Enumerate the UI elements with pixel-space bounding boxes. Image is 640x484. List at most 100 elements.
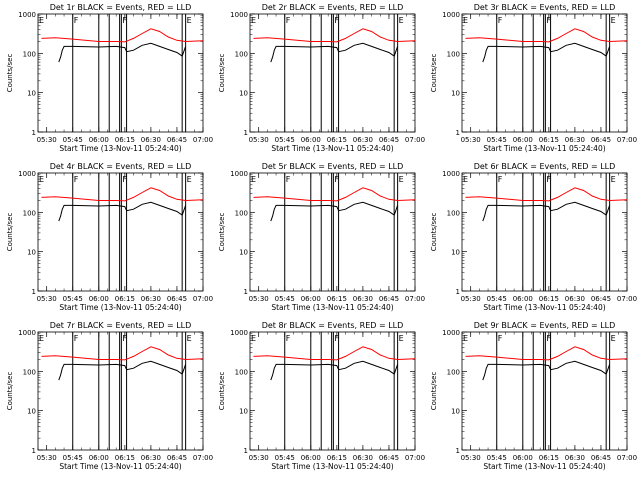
x-axis-label: Start Time (13-Nov-11 05:24:40): [59, 144, 181, 153]
flag-f-label: F: [498, 334, 503, 343]
x-tick-label: 05:45: [275, 454, 295, 462]
flag-f-label: F: [546, 175, 551, 184]
x-tick-label: 06:00: [301, 136, 321, 144]
series-line-events: [482, 42, 611, 63]
x-axis-label: Start Time (13-Nov-11 05:24:40): [271, 303, 393, 312]
x-tick-label: 06:00: [89, 136, 109, 144]
x-tick-label: 06:30: [565, 295, 585, 303]
y-tick-label: 1000: [230, 11, 248, 19]
y-tick-label: 10: [27, 90, 36, 98]
series-line-events: [270, 201, 399, 222]
x-tick-label: 05:30: [37, 454, 57, 462]
x-tick-label: 07:00: [193, 295, 213, 303]
series-line-lld: [253, 346, 416, 361]
y-axis-label: Counts/sec: [430, 372, 438, 411]
y-tick-label: 1: [32, 447, 36, 455]
flag-e-label: E: [187, 16, 192, 25]
series-line-lld: [41, 346, 204, 361]
x-tick-label: 06:15: [327, 454, 347, 462]
y-tick-label: 100: [23, 50, 36, 58]
y-tick-label: 1: [244, 129, 248, 137]
y-tick-label: 1000: [230, 329, 248, 337]
x-tick-label: 06:30: [141, 454, 161, 462]
flag-e-label-start: E: [39, 334, 44, 343]
y-axis-label: Counts/sec: [218, 372, 226, 411]
plot-frame: [249, 331, 416, 451]
panel-3: Det 3r BLACK = Events, RED = LLD 1 10 100 10…: [430, 3, 637, 153]
flag-e-label: E: [611, 175, 616, 184]
series-line-lld: [41, 187, 204, 202]
y-tick-label: 100: [23, 209, 36, 217]
x-tick-label: 05:45: [487, 295, 507, 303]
flag-f-label: F: [286, 16, 291, 25]
x-tick-label: 06:30: [141, 295, 161, 303]
plot-frame: [37, 331, 204, 451]
x-tick-label: 05:30: [461, 136, 481, 144]
y-tick-label: 1: [456, 129, 460, 137]
y-tick-label: 1000: [442, 170, 460, 178]
x-tick-label: 07:00: [405, 136, 425, 144]
y-axis-label: Counts/sec: [6, 213, 14, 252]
flag-e-label-start: E: [251, 334, 256, 343]
plot-frame: [461, 331, 628, 451]
x-tick-label: 06:00: [89, 295, 109, 303]
x-tick-label: 06:30: [565, 136, 585, 144]
x-tick-label: 06:15: [115, 295, 135, 303]
y-axis-label: Counts/sec: [430, 54, 438, 93]
panel-title: Det 4r BLACK = Events, RED = LLD: [50, 162, 192, 171]
flag-e-label: E: [399, 175, 404, 184]
y-tick-label: 1000: [442, 11, 460, 19]
panel-8: Det 8r BLACK = Events, RED = LLD 1 10 100 10…: [218, 321, 425, 471]
y-axis-label: Counts/sec: [6, 372, 14, 411]
panel-title: Det 7r BLACK = Events, RED = LLD: [50, 321, 192, 330]
x-tick-label: 07:00: [193, 454, 213, 462]
flag-e-label-start: E: [39, 175, 44, 184]
y-tick-label: 1000: [18, 170, 36, 178]
y-tick-label: 1: [244, 447, 248, 455]
flag-f-label: F: [74, 175, 79, 184]
x-tick-label: 07:00: [193, 136, 213, 144]
x-tick-label: 06:45: [379, 136, 399, 144]
x-tick-label: 05:45: [275, 295, 295, 303]
y-tick-label: 10: [451, 90, 460, 98]
plot-frame: [249, 13, 416, 133]
panel-9: Det 9r BLACK = Events, RED = LLD 1 10 100 10…: [430, 321, 637, 471]
x-tick-label: 06:15: [539, 454, 559, 462]
flag-f-label: F: [334, 175, 339, 184]
y-tick-label: 1000: [230, 170, 248, 178]
x-tick-label: 06:45: [167, 454, 187, 462]
flag-f-label: F: [74, 334, 79, 343]
panel-title: Det 3r BLACK = Events, RED = LLD: [474, 3, 616, 12]
y-tick-label: 1: [456, 288, 460, 296]
plot-frame: [461, 13, 628, 133]
x-tick-label: 05:30: [461, 454, 481, 462]
plot-frame: [249, 172, 416, 292]
series-line-events: [58, 360, 187, 381]
x-tick-label: 06:45: [379, 454, 399, 462]
panel-title: Det 5r BLACK = Events, RED = LLD: [262, 162, 404, 171]
x-axis-label: Start Time (13-Nov-11 05:24:40): [59, 462, 181, 471]
panel-6: Det 6r BLACK = Events, RED = LLD 1 10 100 10…: [430, 162, 637, 312]
y-axis-label: Counts/sec: [218, 213, 226, 252]
flag-e-label-start: E: [463, 16, 468, 25]
series-line-events: [58, 42, 187, 63]
x-tick-label: 06:45: [379, 295, 399, 303]
flag-e-label-start: E: [39, 16, 44, 25]
flag-f-label: F: [74, 16, 79, 25]
x-tick-label: 06:30: [353, 454, 373, 462]
x-tick-label: 05:45: [63, 136, 83, 144]
x-tick-label: 06:00: [513, 136, 533, 144]
x-axis-label: Start Time (13-Nov-11 05:24:40): [271, 144, 393, 153]
series-line-events: [270, 42, 399, 63]
flag-e-label: E: [399, 334, 404, 343]
series-line-events: [58, 201, 187, 222]
x-tick-label: 07:00: [405, 454, 425, 462]
flag-e-label: E: [611, 334, 616, 343]
series-line-lld: [253, 28, 416, 43]
y-tick-label: 100: [447, 209, 460, 217]
flag-f-label: F: [498, 175, 503, 184]
flag-f-label: F: [334, 334, 339, 343]
series-line-lld: [465, 346, 628, 361]
series-line-events: [482, 201, 611, 222]
